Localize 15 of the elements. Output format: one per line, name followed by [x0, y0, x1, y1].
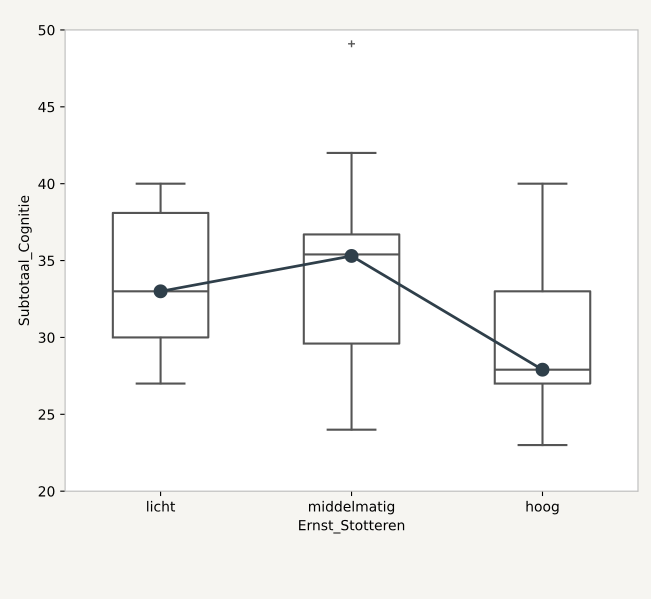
x-tick-label: licht — [147, 500, 176, 512]
y-tick-label: 25 — [38, 409, 54, 420]
x-tick-label: hoog — [526, 500, 559, 514]
point — [154, 284, 168, 298]
y-tick-label: 50 — [38, 24, 54, 36]
x-tick-label: middelmatig — [309, 500, 394, 514]
y-tick-label: 20 — [38, 486, 54, 497]
point — [344, 249, 358, 263]
x-axis-title: Ernst_Stotteren — [299, 520, 404, 534]
y-axis-title: Subtotaal_Cognitie — [18, 196, 32, 326]
y-tick-label: 35 — [38, 256, 54, 266]
y-tick-label: 45 — [38, 102, 54, 112]
y-tick-label: 30 — [38, 332, 54, 343]
y-tick-label: 40 — [38, 178, 54, 190]
point — [536, 362, 550, 377]
